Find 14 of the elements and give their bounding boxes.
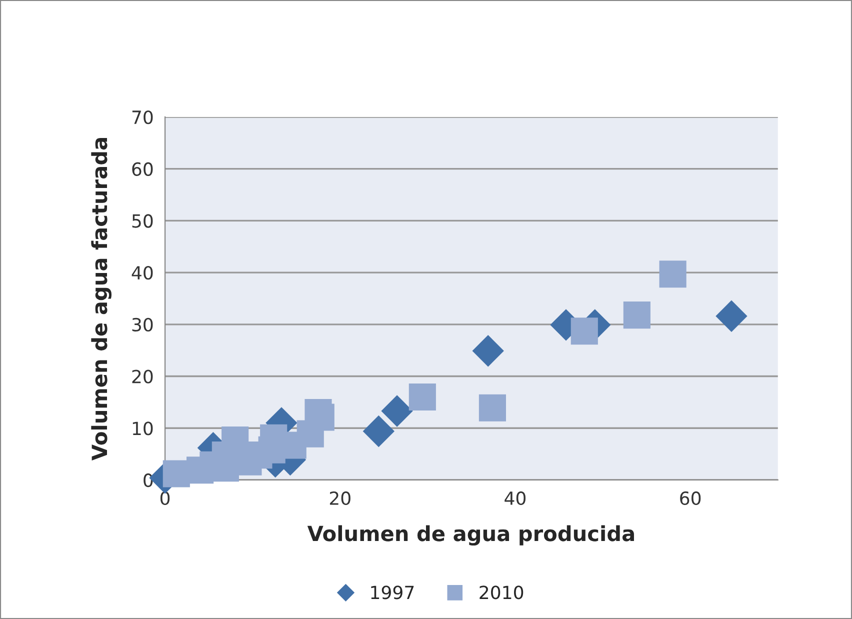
y-tick-label: 70	[132, 110, 153, 124]
y-tick-label: 20	[132, 370, 153, 384]
legend-label: 1997	[371, 586, 414, 600]
y-tick-label: 30	[132, 318, 153, 332]
y-axis-title: Volumen de agua facturada	[91, 138, 112, 460]
x-axis-title: Volumen de agua producida	[307, 525, 634, 546]
y-tick-label: 10	[132, 422, 153, 436]
y-tick-label: 60	[132, 162, 153, 176]
y-tick-label: 50	[132, 214, 153, 228]
x-tick-label: 60	[680, 491, 701, 506]
y-tick-label: 40	[132, 266, 153, 280]
x-tick-label: 40	[504, 491, 526, 506]
legend-label: 2010	[480, 586, 524, 600]
x-tick-label: 20	[330, 491, 350, 506]
